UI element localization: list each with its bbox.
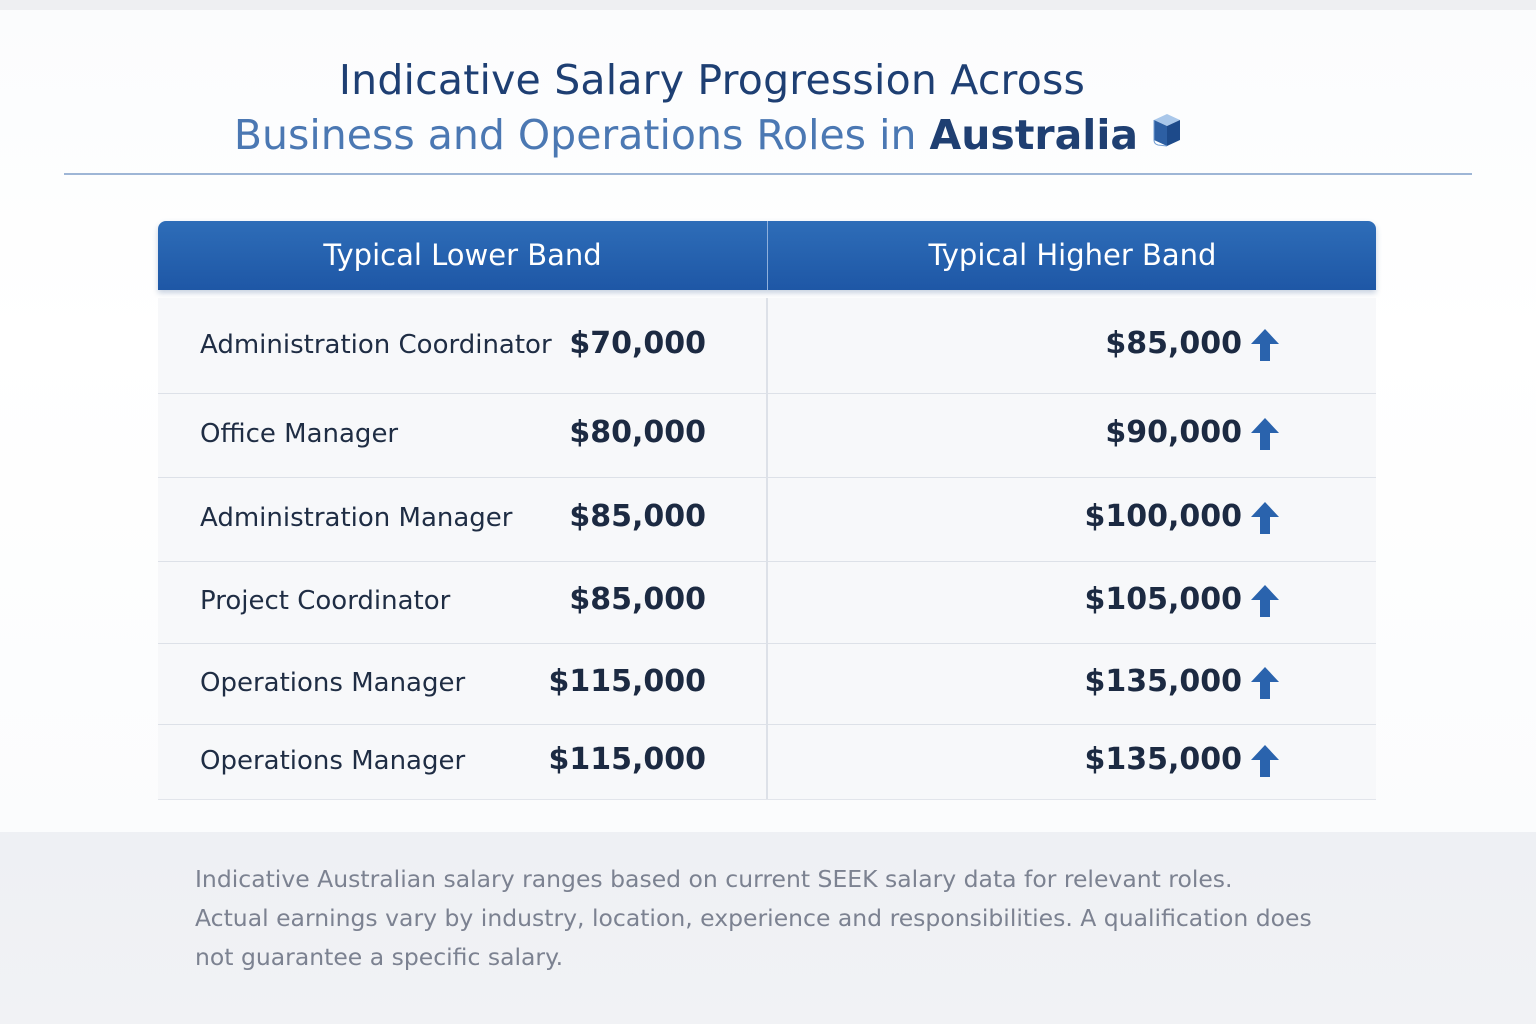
lower-band-value: $80,000 bbox=[569, 415, 706, 450]
role-name: Operations Manager bbox=[200, 667, 466, 698]
lower-band-value: $85,000 bbox=[569, 582, 706, 617]
arrow-up-icon bbox=[1250, 744, 1280, 778]
lower-band-value: $70,000 bbox=[569, 325, 706, 361]
cube-icon bbox=[1152, 110, 1182, 158]
arrow-up-icon bbox=[1250, 417, 1280, 451]
arrow-up-icon bbox=[1250, 584, 1280, 618]
role-name: Administration Coordinator bbox=[200, 329, 552, 360]
table-body: Administration Coordinator $70,000 $85,000… bbox=[158, 298, 1376, 800]
higher-band-value: $135,000 bbox=[1084, 741, 1242, 777]
footnote-line: not guarantee a specific salary. bbox=[195, 943, 564, 971]
role-name: Administration Manager bbox=[200, 503, 513, 533]
lower-band-value: $115,000 bbox=[548, 741, 706, 777]
footnote-line: Actual earnings vary by industry, locati… bbox=[195, 904, 1312, 932]
page-subtitle: Business and Operations Roles in Austral… bbox=[0, 111, 1416, 159]
title-divider bbox=[64, 173, 1472, 175]
higher-band-value: $85,000 bbox=[1105, 325, 1242, 361]
subtitle-emphasis: Australia bbox=[929, 111, 1139, 159]
arrow-up-icon bbox=[1250, 501, 1280, 535]
content-card: Indicative Salary Progression Across Bus… bbox=[0, 10, 1536, 832]
role-name: Operations Manager bbox=[200, 745, 466, 776]
table-row: Office Manager $80,000 $90,000 bbox=[158, 393, 1376, 478]
footer bbox=[0, 832, 1536, 1024]
page-title: Indicative Salary Progression Across bbox=[338, 56, 1086, 104]
table-row: Operations Manager $115,000 $135,000 bbox=[158, 724, 1376, 800]
footnote-line: Indicative Australian salary ranges base… bbox=[195, 865, 1233, 893]
table-row: Administration Coordinator $70,000 $85,000 bbox=[158, 298, 1376, 394]
higher-band-value: $105,000 bbox=[1084, 582, 1242, 617]
table-row: Operations Manager $115,000 $135,000 bbox=[158, 643, 1376, 725]
header-lower-band: Typical Lower Band bbox=[323, 238, 602, 272]
role-name: Project Coordinator bbox=[200, 586, 451, 616]
top-strip bbox=[0, 0, 1536, 10]
role-name: Office Manager bbox=[200, 419, 399, 449]
footnote: Indicative Australian salary ranges base… bbox=[195, 860, 1315, 977]
table-header: Typical Lower Band Typical Higher Band bbox=[158, 221, 1376, 290]
column-divider bbox=[766, 298, 768, 799]
header-higher-band: Typical Higher Band bbox=[767, 221, 1377, 290]
higher-band-value: $135,000 bbox=[1084, 663, 1242, 699]
salary-table: Typical Lower Band Typical Higher Band A… bbox=[158, 221, 1376, 800]
lower-band-value: $115,000 bbox=[548, 663, 706, 699]
subtitle-text: Business and Operations Roles in bbox=[233, 111, 930, 159]
higher-band-value: $100,000 bbox=[1084, 499, 1242, 534]
higher-band-value: $90,000 bbox=[1105, 415, 1242, 450]
table-row: Project Coordinator $85,000 $105,000 bbox=[158, 561, 1376, 644]
arrow-up-icon bbox=[1250, 328, 1280, 362]
arrow-up-icon bbox=[1250, 666, 1280, 700]
table-row: Administration Manager $85,000 $100,000 bbox=[158, 477, 1376, 562]
lower-band-value: $85,000 bbox=[569, 499, 706, 534]
